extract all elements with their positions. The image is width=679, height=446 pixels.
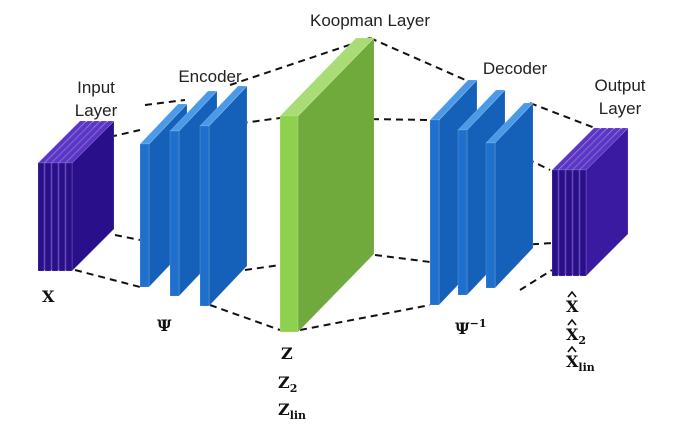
xhat2-hat-mark [567,318,577,326]
xhat2-base: X [566,325,579,344]
input-slice-5 [65,120,115,272]
input-slice-2-front-face [44,162,52,272]
output-slice-4-front-face [572,169,580,277]
encoder-plate-3-front-face [199,125,210,307]
decoder-label: Decoder [483,59,548,78]
encoder-stack [139,85,248,307]
xhatlin-base: X [566,352,579,371]
encoder-label: Encoder [178,67,242,86]
z2-subscript: 2 [290,382,298,395]
input-slice-3-front-face [51,162,59,272]
encoder-symbol-psi: Ψ [157,316,172,335]
xhatlin-subscript: lin [578,361,594,374]
input-layer-label-line2: Layer [75,101,118,120]
output-slice-2-front-face [558,169,566,277]
koopman-plate-body-side-face [297,37,375,333]
input-slice-4-front-face [58,162,66,272]
psi-inverse-base: Ψ [455,319,470,338]
output-slice-3-front-face [565,169,573,277]
koopman-plate-body [279,37,375,333]
svg-text:Xlin: Xlin [566,352,595,374]
xhat-hat-mark [567,290,577,298]
decoder-stack [429,79,534,306]
encoder-plate-2-front-face [169,130,180,297]
decoder-symbol-psi-inverse: Ψ−1 [455,317,486,338]
z2-base: Z [278,373,290,392]
output-symbol-xhat: X [566,290,579,316]
xhat2-subscript: 2 [578,334,586,347]
decoder-plate-3 [485,102,534,289]
decoder-plate-1-front-face [429,119,440,306]
latent-symbol-z: Z [281,344,293,363]
input-slice-5-front-face [65,162,73,272]
output-layer-label-line2: Layer [599,99,642,118]
decoder-plate-3-front-face [485,142,496,289]
output-symbol-xhat2: X2 [566,318,586,347]
encoder-plate-3 [199,85,248,307]
latent-symbol-z2: Z2 [278,373,297,395]
koopman-layer-label: Koopman Layer [310,11,430,30]
input-layer-label-line1: Input [77,78,115,97]
latent-symbol-zlin: Zlin [278,400,306,422]
xhat-base: X [566,297,579,316]
output-slice-5 [579,127,629,277]
output-layer-stack [551,127,629,277]
encoder-plate-1-front-face [139,143,150,288]
decoder-plate-2-front-face [457,129,468,296]
koopman-plate-body-front-face [279,115,299,333]
input-symbol-x: X [42,287,55,306]
input-slice-1-front-face [37,162,45,272]
output-slice-5-front-face [579,169,587,277]
output-layer-label-line1: Output [594,76,645,95]
psi-inverse-superscript: −1 [470,317,487,330]
output-symbol-xhatlin: Xlin [566,345,595,374]
zlin-subscript: lin [290,409,306,422]
output-slice-1-front-face [551,169,559,277]
zlin-base: Z [278,400,290,419]
koopman-layer-plate [279,37,375,333]
input-layer-stack [37,120,115,272]
svg-text:X2: X2 [566,325,586,347]
xhatlin-hat-mark [567,345,577,353]
